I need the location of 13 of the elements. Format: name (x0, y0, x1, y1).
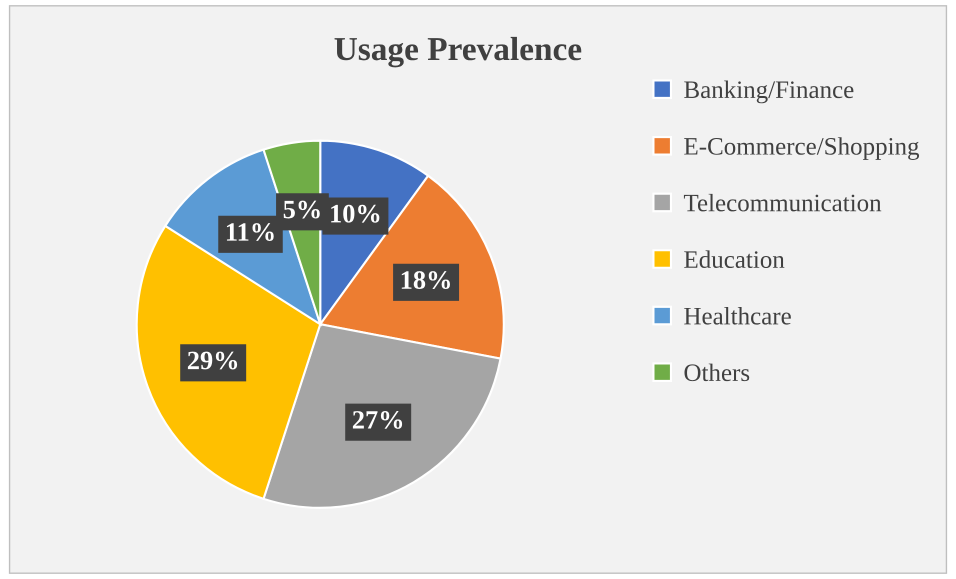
legend-label: E-Commerce/Shopping (684, 137, 920, 160)
data-label: 29% (188, 352, 238, 370)
data-label: 27% (352, 410, 402, 429)
data-label: 5% (284, 200, 320, 219)
data-label: 11% (226, 223, 274, 242)
data-label: 10% (331, 204, 380, 223)
data-label: 18% (402, 271, 450, 290)
legend-label: Banking/Finance (684, 80, 854, 104)
legend-label: Others (684, 364, 750, 382)
chart-title: Usage Prevalence (334, 36, 582, 68)
legend-label: Education (684, 250, 784, 268)
legend-label: Healthcare (684, 306, 791, 325)
legend-label: Telecommunication (684, 194, 882, 212)
